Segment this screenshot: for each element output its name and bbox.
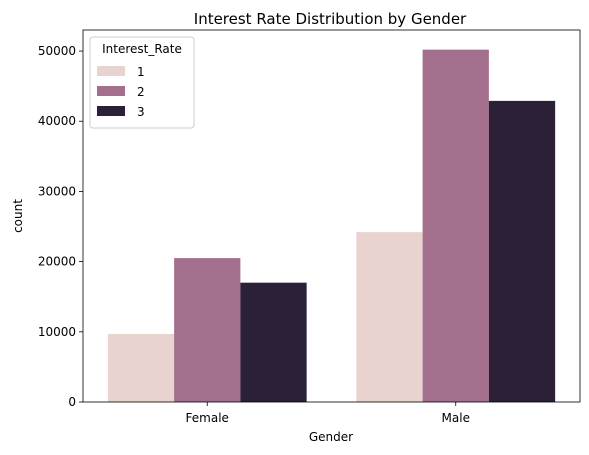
bar-male-rate-3 (488, 100, 556, 402)
bar-male-rate-2 (422, 49, 489, 402)
x-axis-label: Gender (309, 430, 353, 444)
legend-title: Interest_Rate (102, 42, 182, 56)
bar-female-rate-1 (107, 333, 175, 402)
bar-female-rate-3 (240, 282, 307, 402)
y-axis-label: count (11, 199, 25, 233)
legend-label-3: 3 (137, 105, 145, 119)
plot-frame (82, 29, 581, 403)
y-tick-label: 20000 (38, 255, 76, 269)
bar-female-rate-2 (174, 258, 241, 402)
bars-group (107, 49, 556, 402)
y-tick-label: 10000 (38, 325, 76, 339)
legend-swatch-2 (97, 86, 125, 96)
legend-label-2: 2 (137, 85, 145, 99)
x-axis: Female Male (186, 402, 470, 425)
y-axis: 0 10000 20000 30000 40000 50000 (38, 44, 83, 409)
legend: Interest_Rate 1 2 3 (89, 36, 195, 129)
y-tick-label: 40000 (38, 114, 76, 128)
bar-male-rate-1 (356, 232, 423, 402)
legend-swatch-1 (97, 66, 125, 76)
legend-box (89, 36, 195, 129)
x-tick-label-male: Male (442, 411, 470, 425)
y-tick-label: 0 (68, 395, 76, 409)
y-tick-label: 30000 (38, 184, 76, 198)
legend-swatch-3 (97, 106, 125, 116)
legend-label-1: 1 (137, 65, 145, 79)
chart-title: Interest Rate Distribution by Gender (194, 10, 467, 28)
y-tick-label: 50000 (38, 44, 76, 58)
x-tick-label-female: Female (186, 411, 229, 425)
